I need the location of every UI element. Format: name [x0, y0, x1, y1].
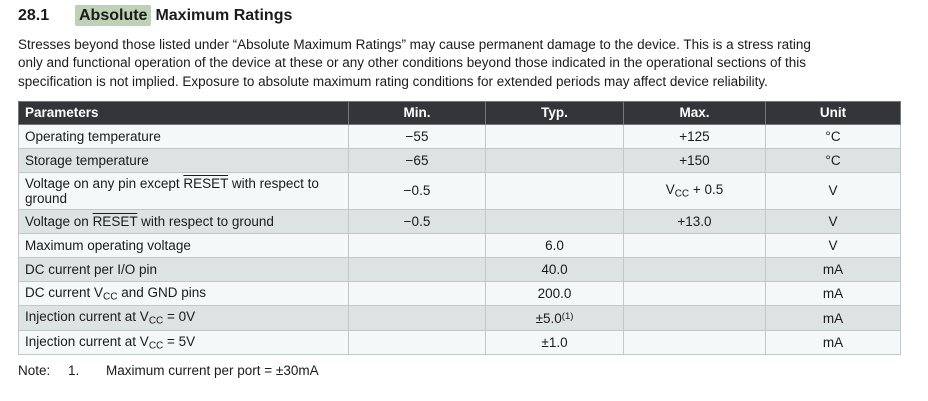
cell-unit: mA: [765, 329, 901, 356]
cell-min: −0.5: [348, 171, 486, 210]
cell-min: [348, 256, 486, 282]
cell-typ: [485, 147, 624, 173]
search-highlight: Absolute: [75, 5, 152, 26]
cell-unit: °C: [765, 123, 901, 149]
col-header-min: Min.: [348, 100, 486, 125]
cell-unit: V: [765, 171, 901, 210]
cell-unit: V: [765, 208, 901, 234]
overlined-signal-reset: RESET: [183, 175, 229, 191]
cell-parameter: Maximum operating voltage: [18, 232, 349, 258]
cell-unit: V: [765, 232, 901, 258]
cell-typ: ±1.0: [485, 329, 624, 356]
table-row: Injection current at VCC = 5V ±1.0 mA: [18, 329, 901, 356]
cell-unit: mA: [765, 256, 901, 282]
cell-min: −65: [348, 147, 486, 173]
cell-typ: 40.0: [485, 256, 624, 282]
table-row: Injection current at VCC = 0V ±5.0(1) mA: [18, 305, 901, 331]
subscript-cc: CC: [148, 315, 164, 327]
subscript-cc: CC: [148, 340, 164, 352]
cell-unit: °C: [765, 147, 901, 173]
absolute-maximum-ratings-table: Parameters Min. Typ. Max. Unit Operating…: [18, 100, 901, 356]
cell-parameter: Storage temperature: [18, 147, 349, 173]
table-row: Maximum operating voltage 6.0 V: [18, 232, 901, 258]
section-heading: 28.1 Absolute Maximum Ratings: [18, 5, 928, 26]
cell-max: [623, 305, 766, 331]
col-header-typ: Typ.: [485, 100, 624, 125]
cell-typ: 6.0: [485, 232, 624, 258]
cell-min: [348, 329, 486, 356]
section-title-rest: Maximum Ratings: [155, 7, 293, 24]
cell-parameter: DC current per I/O pin: [18, 256, 349, 282]
cell-parameter: Injection current at VCC = 0V: [18, 305, 349, 331]
intro-paragraph: Stresses beyond those listed under “Abso…: [18, 36, 928, 91]
note-label: Note:: [18, 363, 51, 379]
cell-max: +13.0: [623, 208, 766, 234]
intro-line: only and functional operation of the dev…: [18, 55, 807, 71]
intro-line: Stresses beyond those listed under “Abso…: [18, 37, 811, 52]
cell-parameter: Operating temperature: [18, 123, 349, 149]
col-header-unit: Unit: [765, 100, 901, 125]
col-header-max: Max.: [623, 100, 766, 125]
cell-parameter: DC current VCC and GND pins: [18, 280, 349, 307]
cell-min: [348, 232, 486, 258]
table-row: Voltage on any pin except RESET with res…: [18, 171, 901, 210]
cell-max: [623, 232, 766, 258]
subscript-cc: CC: [674, 188, 690, 200]
cell-min: [348, 305, 486, 331]
intro-line: specification is not implied. Exposure t…: [18, 73, 768, 89]
subscript-cc: CC: [103, 291, 118, 303]
cell-max: [623, 280, 766, 307]
table-row: DC current per I/O pin 40.0 mA: [18, 256, 901, 282]
table-header-row: Parameters Min. Typ. Max. Unit: [18, 100, 901, 125]
section-number: 28.1: [18, 7, 50, 24]
cell-typ: [485, 171, 624, 210]
cell-unit: mA: [765, 280, 901, 307]
table-row: Voltage on RESET with respect to ground …: [18, 208, 901, 234]
cell-typ: ±5.0(1): [485, 305, 624, 331]
cell-min: [348, 280, 486, 307]
cell-unit: mA: [765, 305, 901, 331]
section-title: Absolute Maximum Ratings: [75, 5, 293, 26]
cell-max: [623, 329, 766, 356]
note-text: Maximum current per port = ±30mA: [106, 363, 319, 379]
cell-typ: 200.0: [485, 280, 624, 307]
table-row: DC current VCC and GND pins 200.0 mA: [18, 280, 901, 307]
cell-max: [623, 256, 766, 282]
cell-typ: [485, 123, 624, 149]
col-header-parameters: Parameters: [18, 100, 349, 125]
cell-typ: [485, 208, 624, 234]
table-row: Operating temperature −55 +125 °C: [18, 123, 901, 149]
table-footnote: Note: 1. Maximum current per port = ±30m…: [18, 363, 928, 378]
footnote-reference: (1): [561, 310, 574, 322]
cell-min: −55: [348, 123, 486, 149]
cell-parameter: Voltage on any pin except RESET with res…: [18, 171, 349, 210]
cell-max: VCC + 0.5: [623, 171, 766, 210]
overlined-signal-reset: RESET: [92, 213, 138, 229]
cell-max: +125: [623, 123, 766, 149]
cell-max: +150: [623, 147, 766, 173]
cell-parameter: Injection current at VCC = 5V: [18, 329, 349, 356]
cell-parameter: Voltage on RESET with respect to ground: [18, 208, 349, 234]
note-number: 1.: [68, 363, 80, 379]
cell-min: −0.5: [348, 208, 486, 234]
table-row: Storage temperature −65 +150 °C: [18, 147, 901, 173]
